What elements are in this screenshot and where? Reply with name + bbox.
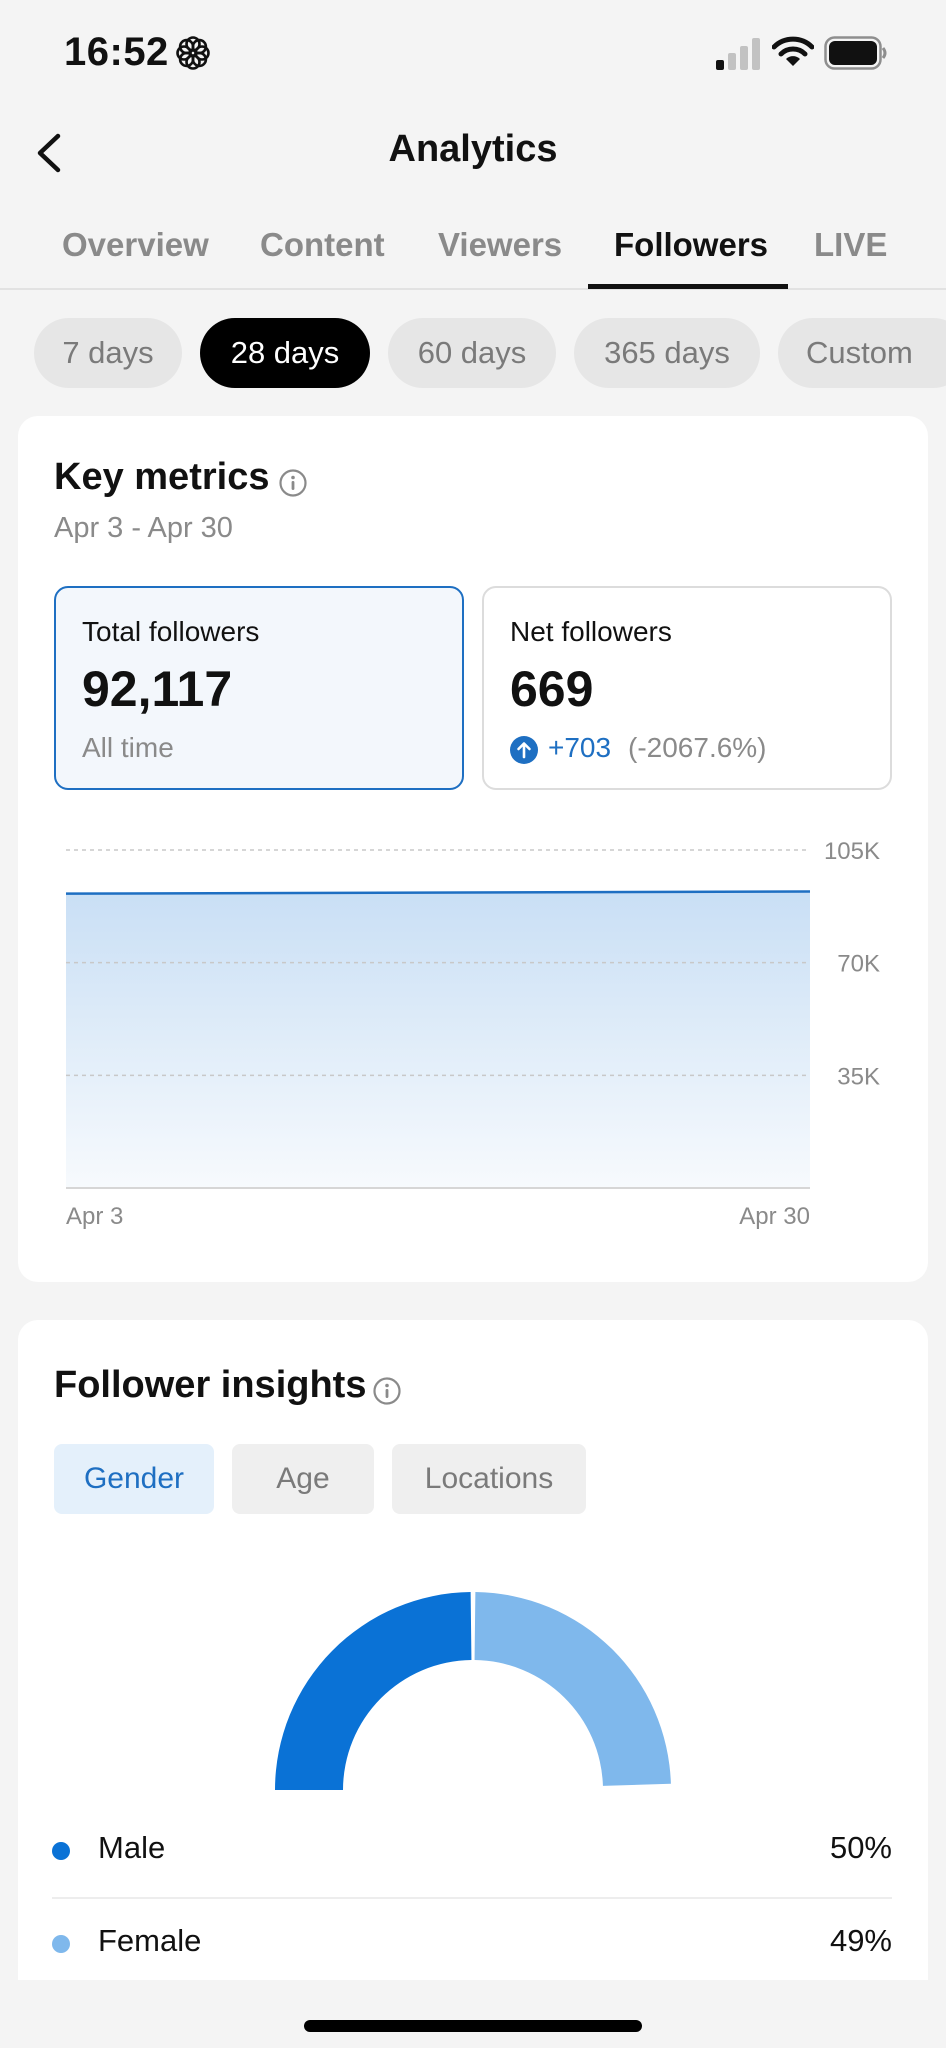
tab-live[interactable]: LIVE xyxy=(814,226,888,263)
key-metrics-title: Key metrics xyxy=(54,456,270,498)
tab-overview[interactable]: Overview xyxy=(62,226,209,263)
legend-row-female: Female 49% xyxy=(52,1913,892,1973)
back-arrow-icon[interactable] xyxy=(30,128,70,178)
male-percent: 50% xyxy=(829,1830,892,1865)
total-followers-sub: All time xyxy=(82,732,174,763)
tab-followers[interactable]: Followers xyxy=(614,226,769,263)
analytics-tabs: Overview Content Viewers Followers LIVE xyxy=(0,214,946,290)
female-percent: 49% xyxy=(829,1923,892,1958)
series-line xyxy=(65,890,811,895)
tab-viewers[interactable]: Viewers xyxy=(438,226,563,263)
female-legend-dot xyxy=(52,1935,70,1953)
net-followers-value: 669 xyxy=(510,661,594,717)
battery-icon xyxy=(824,36,887,70)
legend-divider xyxy=(52,1897,892,1899)
status-bar: 16:52 xyxy=(0,0,946,110)
y-tick-label: 70K xyxy=(837,951,880,978)
date-range-label: Apr 3 - Apr 30 xyxy=(54,512,233,544)
followers-area-chart: 105K 70K 35K Apr 3 Apr 30 xyxy=(65,838,880,1230)
cellular-signal-icon xyxy=(716,38,760,70)
net-followers-percent: (-2067.6%) xyxy=(628,732,767,763)
info-icon[interactable] xyxy=(372,1376,402,1406)
male-legend-dot xyxy=(52,1842,70,1860)
segment-locations[interactable]: Locations xyxy=(392,1444,586,1514)
arrow-up-circle-icon xyxy=(510,736,538,764)
y-tick-label: 35K xyxy=(837,1063,880,1090)
active-tab-indicator xyxy=(588,284,788,289)
range-7-days[interactable]: 7 days xyxy=(34,318,182,388)
female-label: Female xyxy=(98,1923,202,1958)
info-icon[interactable] xyxy=(278,468,308,498)
donut-slice-male xyxy=(275,1592,472,1790)
follower-insights-title: Follower insights xyxy=(54,1364,367,1406)
total-followers-label: Total followers xyxy=(82,616,260,647)
status-time: 16:52 xyxy=(64,30,169,74)
donut-slice-female xyxy=(474,1592,671,1786)
total-followers-value: 92,117 xyxy=(82,661,233,717)
home-indicator xyxy=(304,2020,642,2032)
range-28-days[interactable]: 28 days xyxy=(200,318,370,388)
flower-icon xyxy=(176,36,210,70)
range-custom[interactable]: Custom xyxy=(778,318,946,388)
chart-area-fill xyxy=(66,891,810,1188)
wifi-icon xyxy=(772,36,814,66)
net-followers-delta: +703 xyxy=(548,732,612,763)
tab-content[interactable]: Content xyxy=(260,226,385,263)
key-metrics-card: Key metrics Apr 3 - Apr 30 Total followe… xyxy=(18,416,928,1282)
segment-gender[interactable]: Gender xyxy=(54,1444,214,1514)
page-title: Analytics xyxy=(388,128,558,170)
segment-age[interactable]: Age xyxy=(232,1444,374,1514)
gender-half-donut-chart xyxy=(275,1592,671,1790)
male-label: Male xyxy=(98,1830,166,1865)
net-followers-label: Net followers xyxy=(510,616,672,647)
range-365-days[interactable]: 365 days xyxy=(574,318,760,388)
follower-insights-card: Follower insights Gender Age Locations xyxy=(18,1320,928,1980)
x-tick-label: Apr 30 xyxy=(739,1203,810,1230)
x-tick-label: Apr 3 xyxy=(66,1203,123,1230)
net-followers-card[interactable]: Net followers 669 +703 (-2067.6%) xyxy=(482,586,892,790)
y-tick-label: 105K xyxy=(824,838,880,865)
legend-row-male: Male 50% xyxy=(52,1820,892,1880)
range-60-days[interactable]: 60 days xyxy=(388,318,556,388)
total-followers-card[interactable]: Total followers 92,117 All time xyxy=(54,586,464,790)
